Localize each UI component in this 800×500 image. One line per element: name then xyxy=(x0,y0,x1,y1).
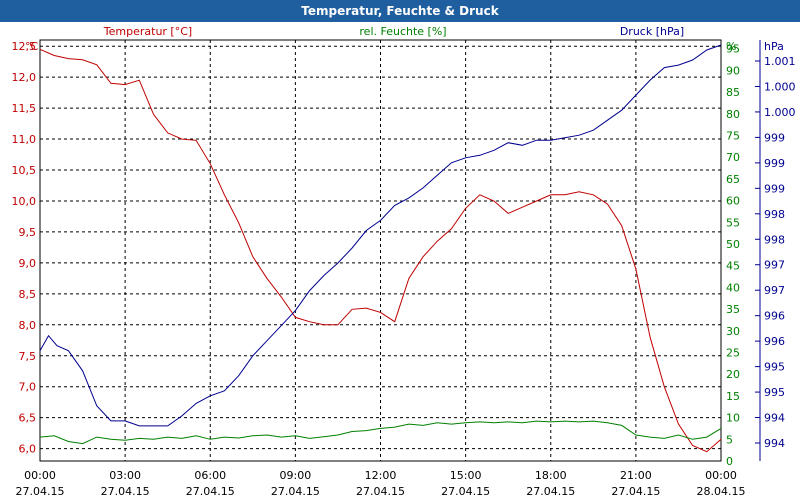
humidity-tick: 0 xyxy=(726,455,733,468)
pressure-tick: 1.001 xyxy=(764,55,796,68)
humidity-tick: 65 xyxy=(726,173,740,186)
humidity-tick: 55 xyxy=(726,216,740,229)
pressure-unit-label: hPa xyxy=(764,40,784,53)
temperature-tick: 12,0 xyxy=(12,71,37,84)
window-title: Temperatur, Feuchte & Druck xyxy=(0,0,800,22)
pressure-tick: 997 xyxy=(764,259,785,272)
humidity-tick: 25 xyxy=(726,346,740,359)
temperature-tick: 7,0 xyxy=(19,381,37,394)
x-tick-time: 15:00 xyxy=(450,469,482,482)
temperature-series-label: Temperatur [°C] xyxy=(103,25,192,38)
x-tick-time: 21:00 xyxy=(620,469,652,482)
pressure-tick: 999 xyxy=(764,157,785,170)
pressure-tick: 999 xyxy=(764,131,785,144)
pressure-tick: 994 xyxy=(764,412,785,425)
temperature-tick: 6,0 xyxy=(19,443,37,456)
humidity-tick: 70 xyxy=(726,151,740,164)
x-tick-date: 27.04.15 xyxy=(526,485,575,498)
humidity-tick: 45 xyxy=(726,260,740,273)
temperature-tick: 8,0 xyxy=(19,319,37,332)
pressure-tick: 995 xyxy=(764,386,785,399)
pressure-tick: 999 xyxy=(764,182,785,195)
temperature-tick: 11,5 xyxy=(12,102,37,115)
humidity-series-line xyxy=(39,420,722,445)
temperature-tick: 9,0 xyxy=(19,257,37,270)
humidity-tick: 60 xyxy=(726,195,740,208)
pressure-tick: 998 xyxy=(764,233,785,246)
temperature-tick: 10,0 xyxy=(12,195,37,208)
temperature-unit-label: °C xyxy=(25,40,39,53)
humidity-tick: 10 xyxy=(726,412,740,425)
temperature-tick: 10,5 xyxy=(12,164,37,177)
temperature-tick: 6,5 xyxy=(19,412,37,425)
humidity-tick: 15 xyxy=(726,390,740,403)
humidity-tick: 30 xyxy=(726,325,740,338)
humidity-tick: 75 xyxy=(726,129,740,142)
humidity-series-label: rel. Feuchte [%] xyxy=(359,25,446,38)
pressure-series-line xyxy=(39,44,722,427)
humidity-tick: 20 xyxy=(726,368,740,381)
pressure-tick: 994 xyxy=(764,437,785,450)
temperature-tick: 12,5 xyxy=(12,40,37,53)
humidity-tick: 90 xyxy=(726,64,740,77)
x-tick-date: 27.04.15 xyxy=(611,485,660,498)
x-tick-date: 27.04.15 xyxy=(186,485,235,498)
x-tick-date: 27.04.15 xyxy=(271,485,320,498)
humidity-tick: 80 xyxy=(726,108,740,121)
plot-area-border xyxy=(39,39,722,462)
temperature-tick: 11,0 xyxy=(12,133,37,146)
x-tick-time: 06:00 xyxy=(194,469,226,482)
humidity-unit-label: % xyxy=(726,40,736,53)
pressure-tick: 998 xyxy=(764,208,785,221)
x-tick-time: 12:00 xyxy=(365,469,397,482)
x-tick-time: 09:00 xyxy=(280,469,312,482)
pressure-tick: 1.000 xyxy=(764,80,796,93)
temperature-tick: 7,5 xyxy=(19,350,37,363)
temperature-series-line xyxy=(39,48,722,453)
grid-lines xyxy=(40,40,721,461)
x-tick-date: 28.04.15 xyxy=(697,485,746,498)
pressure-tick: 996 xyxy=(764,310,785,323)
x-tick-time: 00:00 xyxy=(24,469,56,482)
x-tick-time: 03:00 xyxy=(109,469,141,482)
x-tick-time: 00:00 xyxy=(705,469,737,482)
pressure-tick: 996 xyxy=(764,335,785,348)
x-tick-date: 27.04.15 xyxy=(16,485,65,498)
humidity-tick: 85 xyxy=(726,86,740,99)
x-tick-time: 18:00 xyxy=(535,469,567,482)
pressure-series-label: Druck [hPa] xyxy=(620,25,684,38)
humidity-tick: 50 xyxy=(726,238,740,251)
temperature-tick: 9,5 xyxy=(19,226,37,239)
humidity-tick: 5 xyxy=(726,433,733,446)
x-tick-date: 27.04.15 xyxy=(101,485,150,498)
pressure-tick: 1.000 xyxy=(764,106,796,119)
humidity-tick: 40 xyxy=(726,281,740,294)
pressure-tick: 997 xyxy=(764,284,785,297)
x-tick-date: 27.04.15 xyxy=(441,485,490,498)
temperature-tick: 8,5 xyxy=(19,288,37,301)
x-tick-date: 27.04.15 xyxy=(356,485,405,498)
humidity-tick: 95 xyxy=(726,43,740,56)
humidity-tick: 35 xyxy=(726,303,740,316)
pressure-tick: 995 xyxy=(764,361,785,374)
